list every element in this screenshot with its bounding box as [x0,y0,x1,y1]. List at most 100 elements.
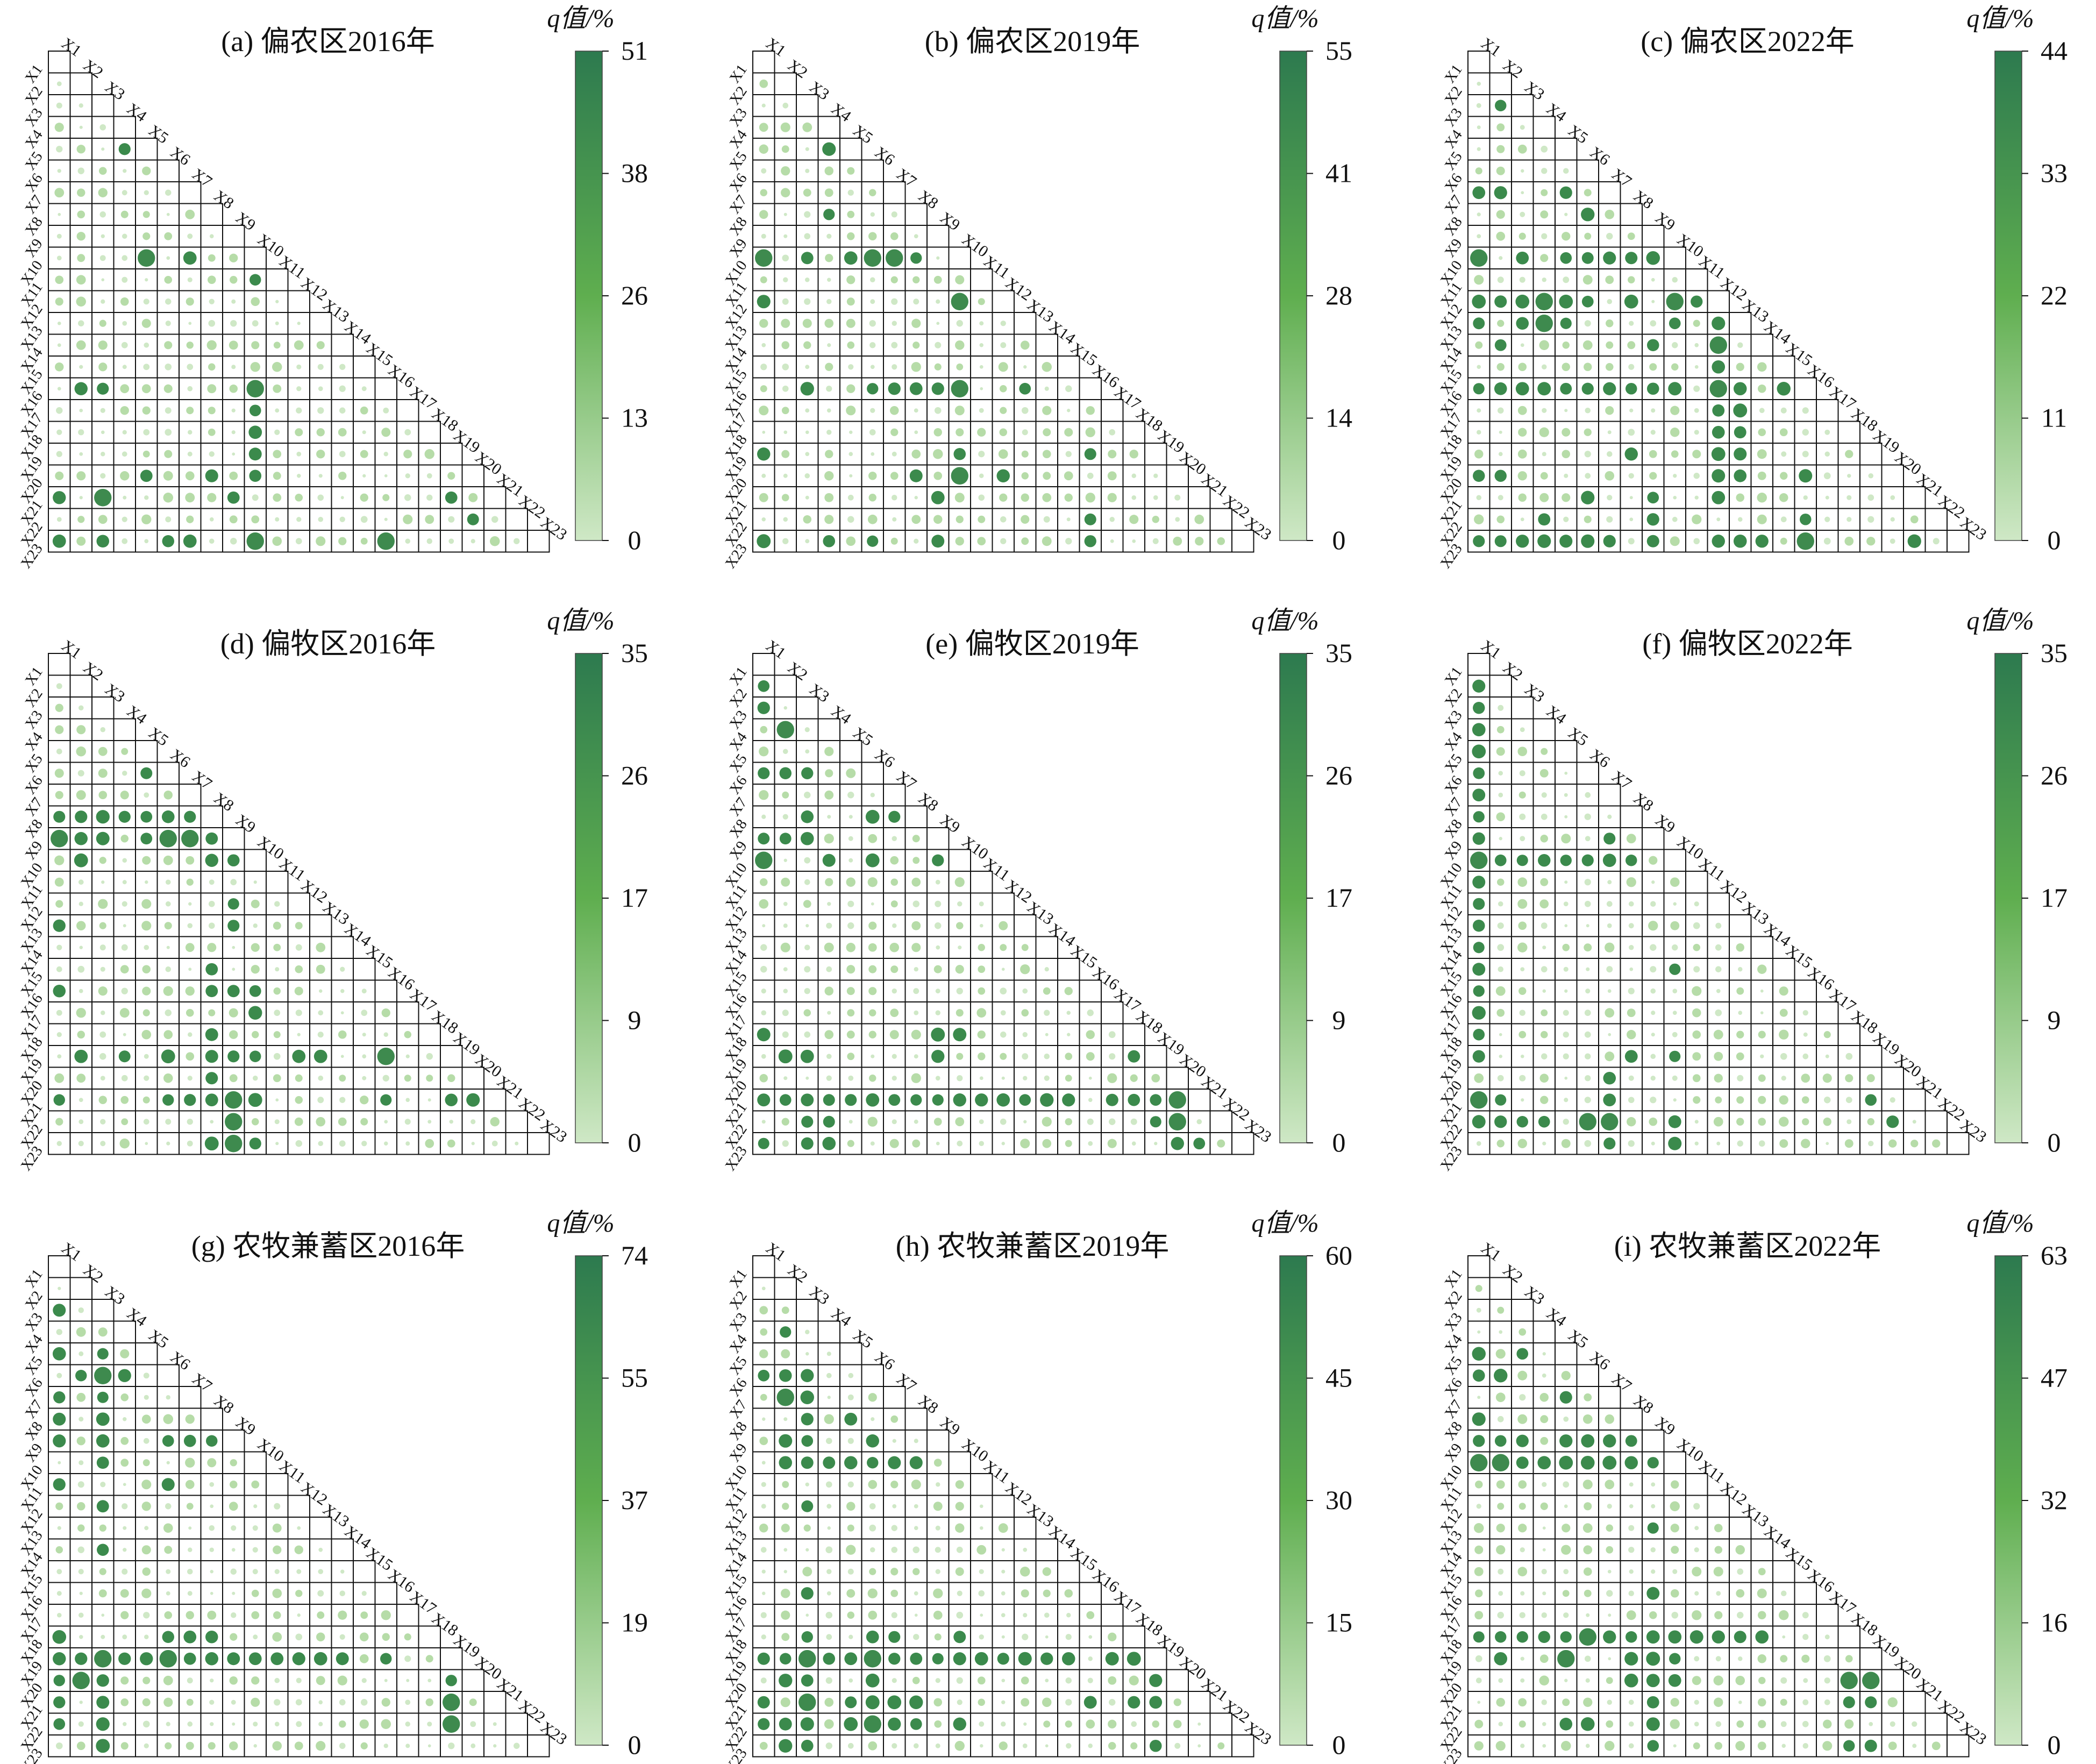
q-mark [362,1033,366,1037]
q-mark [1628,923,1634,929]
q-mark [1673,474,1677,478]
q-mark [1538,513,1551,526]
q-mark [1866,537,1876,546]
q-mark [470,1743,476,1748]
q-mark [827,278,831,282]
q-mark [955,1523,965,1533]
colorbar [1279,51,1307,541]
q-mark [100,408,105,413]
q-mark [143,1372,149,1379]
q-mark [1473,470,1485,482]
q-mark [824,471,834,481]
q-mark [825,254,833,262]
q-mark [759,210,768,219]
q-mark [931,382,944,395]
q-mark [1518,987,1527,995]
q-mark [1128,1696,1140,1709]
q-mark [53,1094,65,1106]
q-mark [892,517,897,522]
q-mark [76,1073,86,1083]
q-mark [1065,1052,1073,1061]
q-mark [76,232,85,241]
q-mark [1779,1008,1788,1017]
row-label: X3 [726,105,751,130]
q-mark [1044,386,1049,391]
q-mark [1521,1098,1524,1102]
cell-r4-c2 [69,116,92,139]
q-mark [159,830,177,848]
q-mark [361,1009,368,1016]
q-mark [823,1094,835,1106]
q-mark [1541,145,1548,153]
q-mark [1149,1739,1162,1752]
q-mark [163,1523,173,1533]
q-mark [1521,191,1524,195]
q-mark [804,966,811,973]
q-mark [359,1632,369,1642]
q-mark [936,1141,940,1146]
q-mark [1562,493,1571,502]
cell-r16-c16 [1079,377,1102,400]
q-mark [1607,880,1612,885]
q-mark [867,1116,878,1127]
q-mark [227,985,240,998]
q-mark [140,1652,153,1666]
q-mark [783,1076,788,1080]
q-mark [1584,189,1592,197]
q-mark [891,1546,898,1553]
q-mark [870,1141,875,1146]
q-mark [377,532,395,550]
cell-r21-c21 [1188,486,1211,509]
q-mark [1650,988,1656,994]
q-mark [56,81,62,87]
q-mark [54,188,65,198]
q-mark [847,1438,854,1444]
q-mark [1866,1074,1875,1083]
q-mark [847,1568,854,1575]
q-mark [53,1675,65,1687]
q-mark [781,1589,790,1598]
q-mark [316,536,326,546]
q-mark [1734,447,1747,461]
q-mark [272,1588,282,1598]
q-mark [296,473,301,478]
q-mark [1757,1588,1767,1598]
q-mark [1519,1009,1525,1016]
panel-title: (d) 偏牧区2016年 [220,628,436,660]
q-mark [1108,1741,1116,1750]
q-mark [911,449,921,459]
q-mark [1131,473,1136,478]
q-mark [94,489,112,507]
q-mark [316,1741,326,1751]
q-mark [339,364,346,370]
q-mark [1646,535,1659,547]
q-mark [827,343,831,347]
q-mark [120,471,130,481]
q-mark [252,1031,259,1039]
q-mark [252,1075,258,1081]
cell-r19-c19 [1144,443,1167,466]
q-mark [1672,944,1678,951]
q-mark [1494,470,1507,482]
q-mark [846,318,855,328]
q-mark [1709,380,1727,397]
q-mark [1647,1457,1659,1469]
q-mark [1579,1113,1596,1130]
q-mark [805,147,809,151]
q-mark [1108,1031,1116,1039]
cell-r7-c7 [883,181,906,204]
q-mark [163,986,173,996]
q-mark [318,1547,323,1552]
q-mark [934,407,942,414]
q-mark [914,538,919,544]
q-mark [141,899,152,909]
q-mark [318,474,323,478]
q-mark [1497,1416,1504,1422]
q-mark [1670,406,1680,415]
q-mark [1629,517,1634,522]
q-mark [759,1523,768,1533]
q-mark [1736,493,1745,502]
q-mark [122,190,127,196]
q-mark [1737,1140,1743,1147]
q-mark [1517,144,1527,154]
